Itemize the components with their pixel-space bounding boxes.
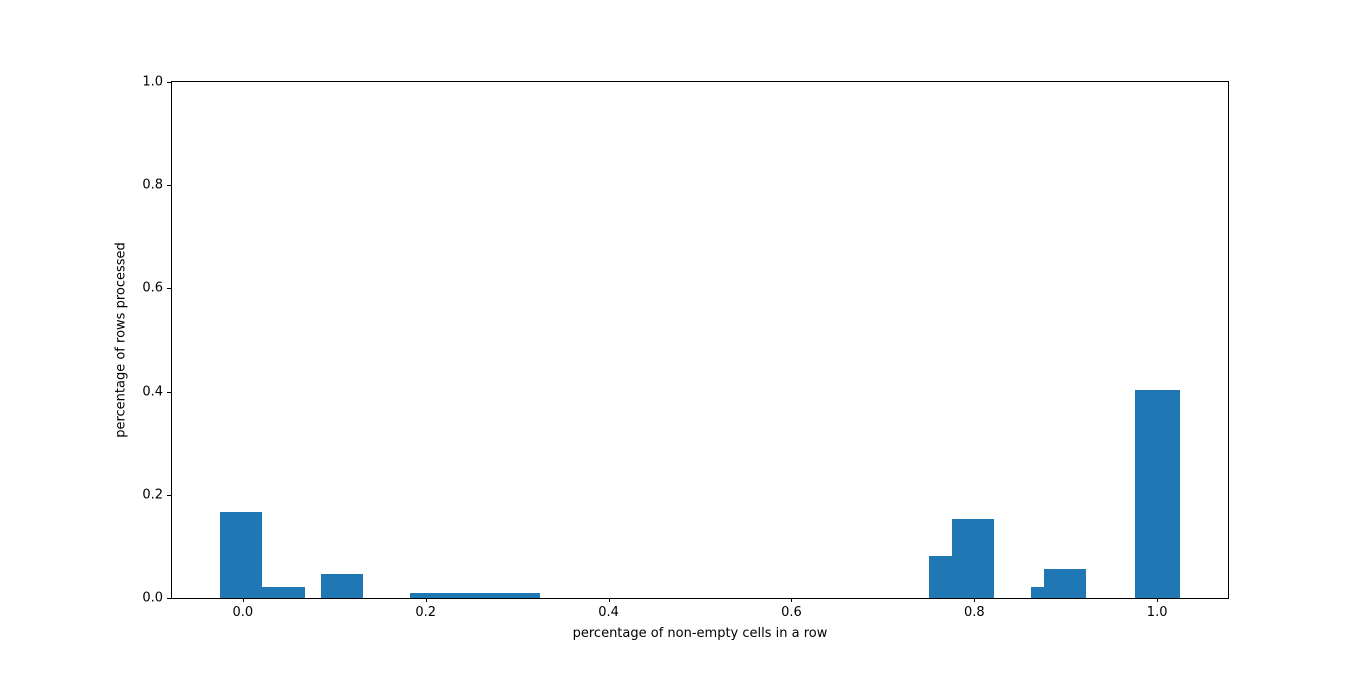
x-tick-label: 0.0 (232, 605, 254, 620)
y-tick-mark (167, 494, 171, 496)
y-tick-mark (167, 391, 171, 393)
y-tick-label: 0.8 (142, 177, 163, 193)
y-tick-label: 0.2 (142, 487, 163, 503)
y-tick-label: 1.0 (142, 74, 163, 90)
x-tick-label: 1.0 (1146, 605, 1168, 620)
histogram-bar (220, 511, 263, 598)
y-tick-label: 0.4 (142, 384, 163, 400)
y-tick-label: 0.0 (142, 590, 163, 606)
y-axis-label: percentage of rows processed (113, 242, 129, 438)
x-tick-mark (1157, 598, 1159, 602)
x-tick-mark (425, 598, 427, 602)
histogram-bar (410, 592, 540, 598)
y-tick-mark (167, 185, 171, 187)
x-tick-mark (974, 598, 976, 602)
y-tick-mark (167, 288, 171, 290)
histogram-bar (952, 518, 995, 598)
histogram-bar (262, 587, 306, 598)
x-tick-label: 0.4 (598, 605, 619, 620)
x-tick-mark (242, 598, 244, 602)
histogram-bar (928, 555, 953, 598)
x-tick-mark (791, 598, 793, 602)
histogram-bar (320, 574, 363, 598)
x-tick-mark (608, 598, 610, 602)
y-tick-mark (167, 598, 171, 599)
histogram-bar (1043, 568, 1086, 598)
histogram-bar (1030, 587, 1044, 598)
y-tick-label: 0.6 (142, 280, 163, 296)
x-tick-label: 0.8 (963, 605, 985, 620)
x-tick-label: 0.6 (781, 605, 802, 620)
x-axis-label: percentage of non-empty cells in a row (572, 626, 828, 641)
y-tick-mark (167, 82, 171, 83)
histogram-bar (1135, 389, 1180, 598)
plot-area: 0.0 0.2 0.4 0.6 0.8 1.0 0.0 0.2 0.4 0.6 0.8 1.0 (142, 75, 1229, 620)
x-tick-label: 0.2 (415, 605, 437, 620)
